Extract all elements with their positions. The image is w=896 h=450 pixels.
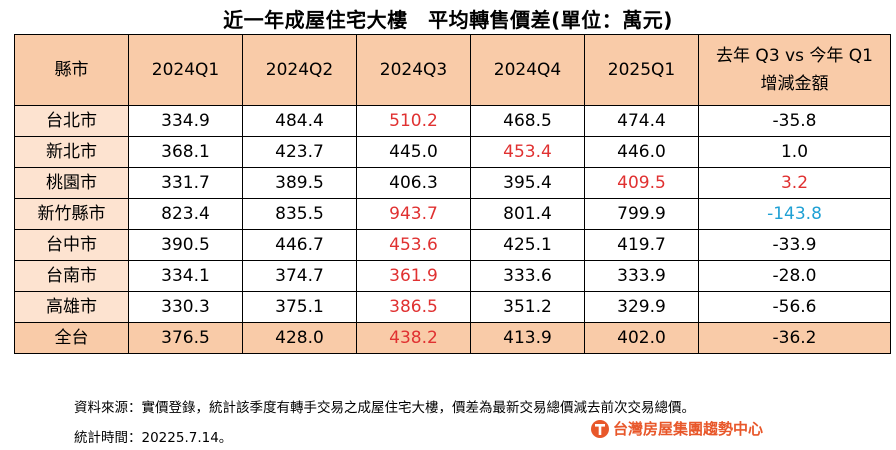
table-row: 台中市 390.5 446.7 453.6 425.1 419.7 -33.9 [14, 229, 891, 261]
value-cell: 402.0 [584, 322, 699, 354]
value-cell: 389.5 [242, 167, 357, 199]
value-cell: 374.7 [242, 260, 357, 292]
value-cell-highlight: 386.5 [356, 291, 471, 323]
value-cell-highlight: 510.2 [356, 105, 471, 137]
value-cell: 484.4 [242, 105, 357, 137]
col-header-change: 去年 Q3 vs 今年 Q1 增減金額 [698, 34, 891, 106]
source-note: 資料來源：實價登錄，統計該季度有轉手交易之成屋住宅大樓，價差為最新交易總價減去前… [74, 400, 695, 416]
col-header-city: 縣市 [14, 34, 129, 106]
value-cell: 333.9 [584, 260, 699, 292]
value-cell: 445.0 [356, 136, 471, 168]
header-row: 縣市 2024Q1 2024Q2 2024Q3 2024Q4 2025Q1 去年… [14, 34, 891, 106]
value-cell-highlight: 453.4 [470, 136, 585, 168]
value-cell: 835.5 [242, 198, 357, 230]
value-cell: 423.7 [242, 136, 357, 168]
value-cell: 390.5 [128, 229, 243, 261]
value-cell: 395.4 [470, 167, 585, 199]
value-cell: 368.1 [128, 136, 243, 168]
col-header-change-line2: 增減金額 [760, 74, 829, 94]
value-cell-highlight: 409.5 [584, 167, 699, 199]
value-cell: 406.3 [356, 167, 471, 199]
value-cell: 334.1 [128, 260, 243, 292]
col-header-2024q3: 2024Q3 [356, 34, 471, 106]
col-header-change-line1: 去年 Q3 vs 今年 Q1 [716, 45, 873, 66]
value-cell: 799.9 [584, 198, 699, 230]
resale-price-table: 縣市 2024Q1 2024Q2 2024Q3 2024Q4 2025Q1 去年… [14, 34, 891, 354]
table-row: 台北市 334.9 484.4 510.2 468.5 474.4 -35.8 [14, 105, 891, 137]
change-cell: -35.8 [698, 105, 891, 137]
city-cell: 新竹縣市 [14, 198, 129, 230]
stat-time: 統計時間：20225.7.14。 [74, 430, 233, 446]
table-row: 台南市 334.1 374.7 361.9 333.6 333.9 -28.0 [14, 260, 891, 292]
city-cell: 台南市 [14, 260, 129, 292]
value-cell: 468.5 [470, 105, 585, 137]
value-cell-highlight: 943.7 [356, 198, 471, 230]
table-title: 近一年成屋住宅大樓 平均轉售價差(單位：萬元) [223, 8, 673, 32]
change-cell: -33.9 [698, 229, 891, 261]
col-header-2025q1: 2025Q1 [584, 34, 699, 106]
col-header-2024q1: 2024Q1 [128, 34, 243, 106]
col-header-2024q2: 2024Q2 [242, 34, 357, 106]
change-cell-highlight: -143.8 [698, 198, 891, 230]
city-cell: 全台 [14, 322, 129, 354]
col-header-2024q4: 2024Q4 [470, 34, 585, 106]
value-cell-highlight: 453.6 [356, 229, 471, 261]
table-row: 高雄市 330.3 375.1 386.5 351.2 329.9 -56.6 [14, 291, 891, 323]
change-cell: -56.6 [698, 291, 891, 323]
city-cell: 台北市 [14, 105, 129, 137]
city-cell: 新北市 [14, 136, 129, 168]
value-cell: 425.1 [470, 229, 585, 261]
value-cell: 428.0 [242, 322, 357, 354]
table-row: 新竹縣市 823.4 835.5 943.7 801.4 799.9 -143.… [14, 198, 891, 230]
change-cell-highlight: 3.2 [698, 167, 891, 199]
change-cell: -36.2 [698, 322, 891, 354]
value-cell: 419.7 [584, 229, 699, 261]
table-row-total: 全台 376.5 428.0 438.2 413.9 402.0 -36.2 [14, 322, 891, 354]
value-cell: 474.4 [584, 105, 699, 137]
value-cell-highlight: 361.9 [356, 260, 471, 292]
taiwan-realty-logo-icon [591, 419, 609, 438]
value-cell: 446.7 [242, 229, 357, 261]
value-cell: 446.0 [584, 136, 699, 168]
city-cell: 高雄市 [14, 291, 129, 323]
city-cell: 台中市 [14, 229, 129, 261]
table-row: 桃園市 331.7 389.5 406.3 395.4 409.5 3.2 [14, 167, 891, 199]
table-row: 新北市 368.1 423.7 445.0 453.4 446.0 1.0 [14, 136, 891, 168]
value-cell: 334.9 [128, 105, 243, 137]
value-cell: 376.5 [128, 322, 243, 354]
value-cell-highlight: 438.2 [356, 322, 471, 354]
value-cell: 331.7 [128, 167, 243, 199]
city-cell: 桃園市 [14, 167, 129, 199]
change-cell: 1.0 [698, 136, 891, 168]
brand-logo-text: 台灣房屋集團趨勢中心 [613, 420, 764, 438]
change-cell: -28.0 [698, 260, 891, 292]
value-cell: 375.1 [242, 291, 357, 323]
value-cell: 329.9 [584, 291, 699, 323]
value-cell: 333.6 [470, 260, 585, 292]
value-cell: 351.2 [470, 291, 585, 323]
value-cell: 330.3 [128, 291, 243, 323]
value-cell: 823.4 [128, 198, 243, 230]
value-cell: 801.4 [470, 198, 585, 230]
brand-logo: 台灣房屋集團趨勢中心 [590, 418, 763, 439]
value-cell: 413.9 [470, 322, 585, 354]
